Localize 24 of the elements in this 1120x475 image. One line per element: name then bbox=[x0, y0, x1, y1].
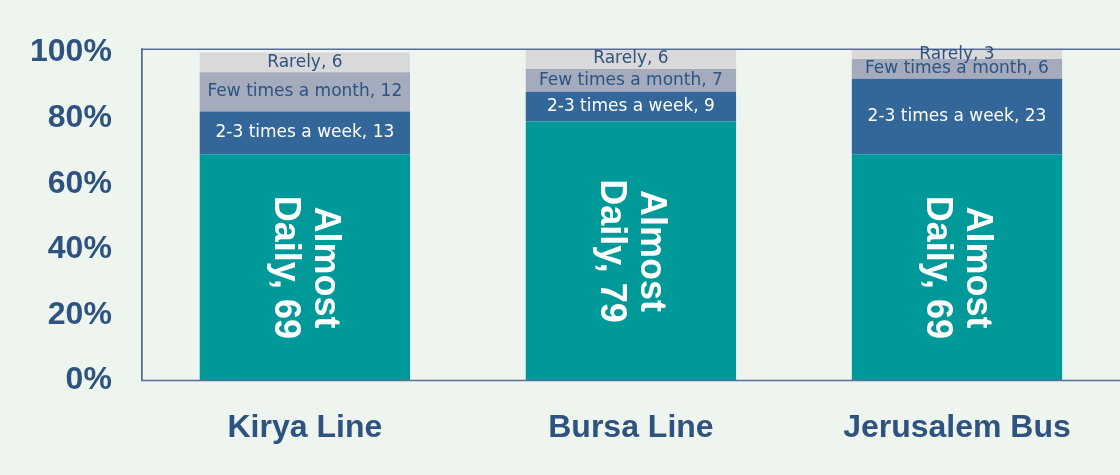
data-label: Few times a month, 7 bbox=[538, 68, 723, 89]
bar bbox=[199, 154, 411, 381]
data-label: Almost Daily, 69 bbox=[266, 195, 348, 340]
bar bbox=[851, 154, 1063, 381]
data-label: 2-3 times a week, 9 bbox=[546, 95, 715, 116]
y-tick-label: 60% bbox=[47, 163, 112, 200]
data-label: 2-3 times a week, 13 bbox=[215, 121, 395, 142]
data-label: Rarely, 6 bbox=[267, 50, 343, 71]
data-label: Rarely, 6 bbox=[593, 47, 669, 68]
data-label: Few times a month, 12 bbox=[207, 80, 403, 101]
y-tick-label: 20% bbox=[47, 294, 112, 331]
y-tick-label: 100% bbox=[30, 32, 112, 69]
bar bbox=[525, 121, 737, 381]
x-tick-label: Jerusalem Bus bbox=[843, 407, 1071, 444]
bar bbox=[199, 52, 411, 73]
y-tick-label: 80% bbox=[47, 97, 112, 134]
bar bbox=[851, 78, 1063, 155]
x-tick-label: Bursa Line bbox=[548, 407, 714, 444]
y-tick-label: 40% bbox=[47, 229, 112, 266]
x-tick-label: Kirya Line bbox=[227, 407, 383, 444]
y-tick-label: 0% bbox=[65, 360, 112, 397]
data-label: 2-3 times a week, 23 bbox=[867, 104, 1047, 125]
data-label: Almost Daily, 69 bbox=[919, 195, 1001, 340]
data-label: Almost Daily, 79 bbox=[593, 179, 674, 323]
